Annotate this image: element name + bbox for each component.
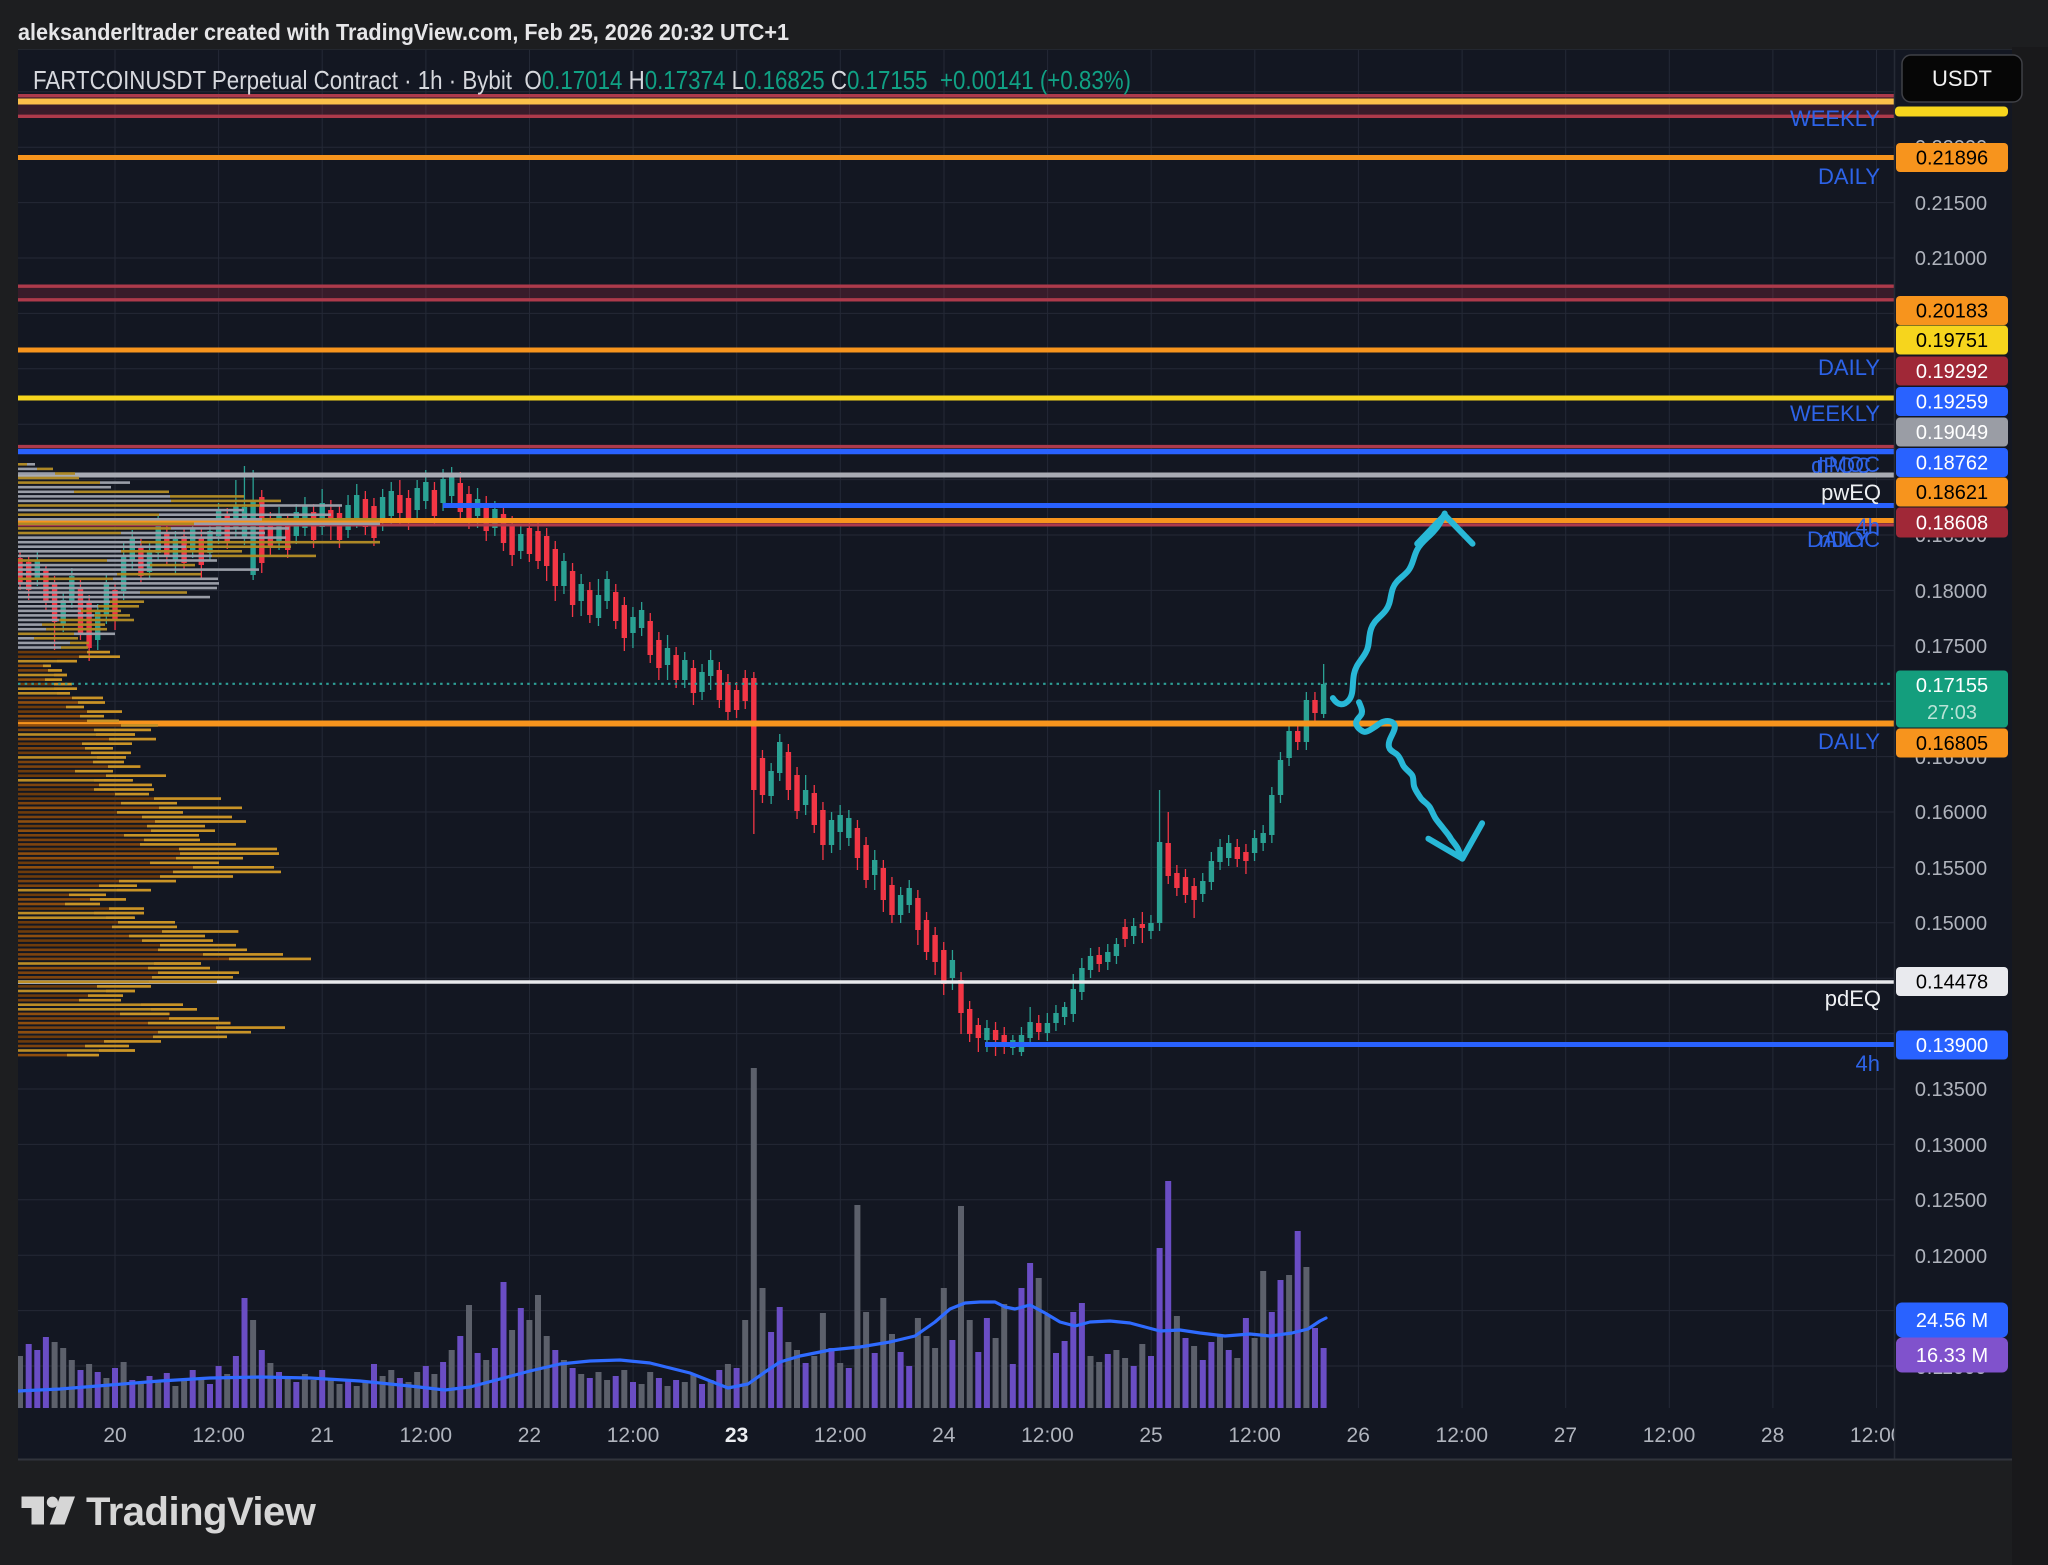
svg-text:24: 24 <box>932 1424 956 1447</box>
svg-text:DAILY: DAILY <box>1818 355 1880 380</box>
svg-text:0.12500: 0.12500 <box>1915 1190 1987 1212</box>
svg-text:0.14478: 0.14478 <box>1916 972 1988 994</box>
svg-text:23: 23 <box>725 1424 748 1447</box>
svg-text:0.19259: 0.19259 <box>1916 392 1988 414</box>
svg-text:25: 25 <box>1139 1424 1162 1447</box>
svg-text:USDT: USDT <box>1932 66 1992 91</box>
svg-text:WEEKLY: WEEKLY <box>1790 106 1880 131</box>
svg-text:27: 27 <box>1554 1424 1577 1447</box>
svg-text:0.19049: 0.19049 <box>1916 422 1988 444</box>
svg-text:0.19751: 0.19751 <box>1916 330 1988 352</box>
svg-text:0.17500: 0.17500 <box>1915 636 1987 658</box>
svg-text:12:00: 12:00 <box>1850 1424 1903 1447</box>
svg-text:0.15000: 0.15000 <box>1915 913 1987 935</box>
svg-text:DAILY: DAILY <box>1807 527 1869 552</box>
svg-text:22: 22 <box>518 1424 541 1447</box>
svg-text:nDOC: nDOC <box>1819 527 1880 552</box>
svg-text:0.18608: 0.18608 <box>1916 513 1988 535</box>
svg-text:4h: 4h <box>1856 1051 1880 1076</box>
svg-text:12:00: 12:00 <box>1228 1424 1281 1447</box>
svg-text:0.16000: 0.16000 <box>1915 802 1987 824</box>
svg-text:WEEKLY: WEEKLY <box>1790 401 1880 426</box>
svg-text:0.15500: 0.15500 <box>1915 858 1987 880</box>
svg-text:0.21896: 0.21896 <box>1916 148 1988 170</box>
svg-text:DAILY: DAILY <box>1818 164 1880 189</box>
svg-text:0.13900: 0.13900 <box>1916 1035 1988 1057</box>
svg-text:aleksanderltrader created with: aleksanderltrader created with TradingVi… <box>18 19 789 45</box>
svg-text:0.13500: 0.13500 <box>1915 1079 1987 1101</box>
svg-text:12:00: 12:00 <box>1643 1424 1696 1447</box>
svg-text:12:00: 12:00 <box>1021 1424 1074 1447</box>
svg-text:nMOC: nMOC <box>1816 452 1880 477</box>
svg-text:0.12000: 0.12000 <box>1915 1246 1987 1268</box>
svg-text:DAILY: DAILY <box>1818 729 1880 754</box>
svg-text:0.17155: 0.17155 <box>1916 675 1988 697</box>
svg-text:0.18000: 0.18000 <box>1915 581 1987 603</box>
svg-text:20: 20 <box>103 1424 126 1447</box>
svg-text:FARTCOINUSDT Perpetual Contrac: FARTCOINUSDT Perpetual Contract · 1h · B… <box>33 65 1131 95</box>
svg-text:0.20183: 0.20183 <box>1916 301 1988 323</box>
svg-text:0.16805: 0.16805 <box>1916 733 1988 755</box>
svg-text:12:00: 12:00 <box>814 1424 867 1447</box>
svg-text:16.33 M: 16.33 M <box>1916 1345 1988 1367</box>
svg-text:dPOC: dPOC <box>1811 453 1871 478</box>
svg-text:TradingView: TradingView <box>86 1490 317 1534</box>
svg-text:12:00: 12:00 <box>607 1424 660 1447</box>
svg-text:28: 28 <box>1761 1424 1784 1447</box>
svg-text:0.18762: 0.18762 <box>1916 453 1988 475</box>
svg-text:pwEQ: pwEQ <box>1821 480 1881 505</box>
svg-text:pdEQ: pdEQ <box>1825 986 1881 1011</box>
svg-text:21: 21 <box>311 1424 334 1447</box>
svg-text:24.56 M: 24.56 M <box>1916 1310 1988 1332</box>
svg-text:0.13000: 0.13000 <box>1915 1135 1987 1157</box>
svg-text:26: 26 <box>1347 1424 1370 1447</box>
svg-text:0.21000: 0.21000 <box>1915 248 1987 270</box>
svg-text:12:00: 12:00 <box>1436 1424 1489 1447</box>
svg-text:4h: 4h <box>1856 514 1880 539</box>
svg-text:0.18621: 0.18621 <box>1916 482 1988 504</box>
svg-text:0.21500: 0.21500 <box>1915 193 1987 215</box>
svg-text:27:03: 27:03 <box>1927 702 1977 724</box>
svg-text:12:00: 12:00 <box>400 1424 453 1447</box>
svg-text:12:00: 12:00 <box>192 1424 245 1447</box>
svg-text:0.19292: 0.19292 <box>1916 361 1988 383</box>
